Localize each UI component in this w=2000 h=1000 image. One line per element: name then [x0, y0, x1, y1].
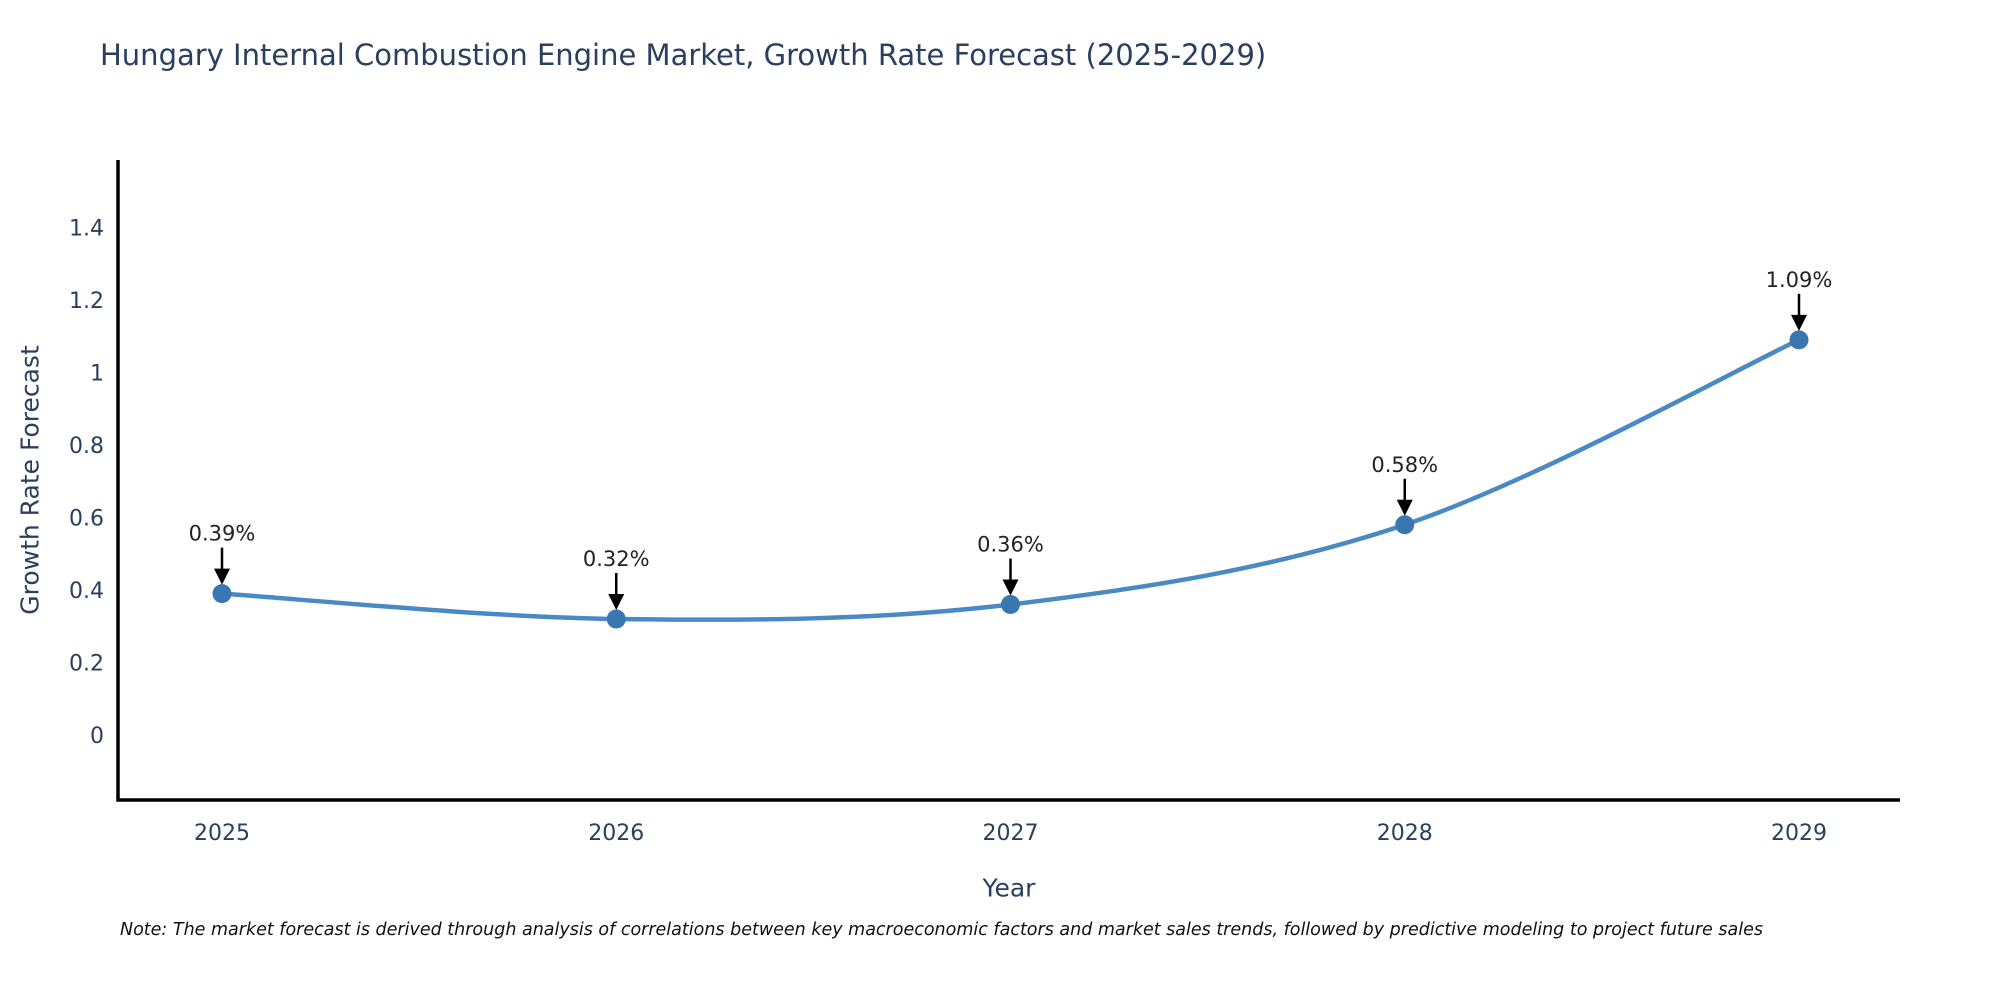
data-point-marker — [606, 609, 626, 629]
x-tick-label: 2026 — [588, 821, 644, 846]
point-annotation-label: 0.39% — [189, 522, 256, 546]
x-tick-label: 2027 — [983, 821, 1039, 846]
point-annotation-label: 0.32% — [583, 547, 650, 571]
y-tick-label: 0 — [90, 724, 104, 749]
point-annotation-label: 1.09% — [1766, 268, 1833, 292]
data-point-marker — [1395, 515, 1415, 535]
point-annotation-label: 0.58% — [1371, 453, 1438, 477]
y-tick-label: 0.4 — [69, 579, 104, 604]
y-tick-label: 0.8 — [69, 434, 104, 459]
y-tick-label: 0.2 — [69, 652, 104, 677]
annotation-arrow-head — [1002, 579, 1019, 596]
point-annotation-label: 0.36% — [977, 533, 1044, 557]
annotation-arrow-head — [214, 568, 230, 585]
annotation-arrow-head — [608, 594, 625, 610]
x-tick-label: 2029 — [1771, 821, 1827, 846]
x-tick-label: 2028 — [1377, 821, 1433, 846]
y-tick-label: 1.4 — [69, 217, 104, 242]
annotation-arrow-head — [1791, 314, 1807, 331]
x-tick-label: 2025 — [194, 821, 250, 846]
annotation-arrow-head — [1396, 499, 1413, 516]
data-point-marker — [1789, 330, 1809, 350]
y-tick-label: 1 — [90, 362, 104, 387]
y-tick-label: 0.6 — [69, 507, 104, 532]
data-point-marker — [1001, 595, 1020, 614]
x-axis-title: Year — [982, 873, 1036, 903]
axis-lines — [116, 160, 1900, 802]
data-point-marker — [212, 584, 232, 604]
chart-title: Hungary Internal Combustion Engine Marke… — [100, 38, 1267, 72]
y-tick-label: 1.2 — [69, 289, 104, 314]
footnote: Note: The market forecast is derived thr… — [120, 920, 1763, 940]
